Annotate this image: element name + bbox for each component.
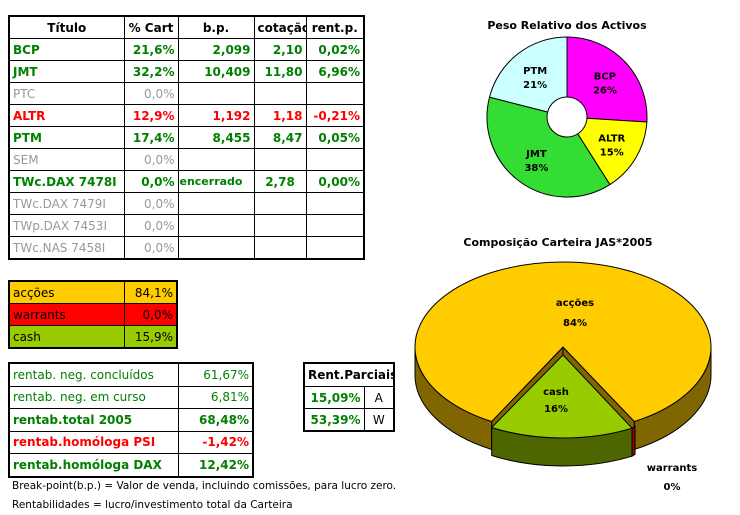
table-row: SEM 0,0% — [8, 148, 365, 171]
return-label: rentab. neg. concluídos — [8, 362, 179, 387]
partial-value: 15,09% — [303, 386, 365, 409]
table-row: TWp.DAX 7453I 0,0% — [8, 214, 365, 237]
allocation-label: acções — [8, 280, 125, 304]
header-row: Título % Cart b.p. cotação rent.p. — [8, 15, 365, 39]
holdings-table: Título % Cart b.p. cotação rent.p. BCP 21… — [8, 15, 365, 260]
pie2-slice-acoes — [414, 261, 712, 423]
pie1-slice-ptm — [488, 36, 568, 113]
note-breakpoint: Break-point(b.p.) = Valor de venda, incl… — [12, 480, 397, 492]
cell-cotacao: 11,80 — [253, 60, 307, 83]
pie2-label-acoes: acções — [556, 298, 594, 309]
note-returns: Rentabilidades = lucro/investimento tota… — [12, 499, 293, 511]
cell-cart: 0,0% — [123, 236, 179, 260]
cell-rent — [305, 214, 365, 237]
return-row: rentab. neg. em curso 6,81% — [8, 385, 254, 409]
table-row: BCP 21,6% 2,099 2,10 0,02% — [8, 38, 365, 61]
pie1-value: 15% — [600, 147, 624, 158]
returns-table: rentab. neg. concluídos 61,67% rentab. neg… — [8, 362, 254, 478]
allocation-value: 15,9% — [123, 325, 178, 349]
return-label: rentab.homóloga PSI — [8, 430, 179, 454]
col-cart: % Cart — [123, 15, 179, 39]
pie1-label: BCP — [594, 71, 616, 82]
pie2-label-cash: cash — [543, 387, 569, 398]
table-row: ALTR 12,9% 1,192 1,18 -0,21% — [8, 104, 365, 127]
pie2-value-acoes: 84% — [563, 318, 587, 329]
cell-cotacao: 8,47 — [253, 126, 307, 149]
allocation-label: warrants — [8, 303, 125, 326]
pie2-title: Composição Carteira JAS*2005 — [463, 236, 652, 249]
cell-titulo: TWc.DAX 7479I — [8, 192, 125, 215]
return-value: 12,42% — [177, 453, 254, 477]
col-rent: rent.p. — [305, 15, 365, 39]
cell-rent: -0,21% — [305, 104, 365, 127]
cell-titulo: TWp.DAX 7453I — [8, 214, 125, 237]
allocation-table: acções 84,1% warrants 0,0% cash 15,9% — [8, 280, 178, 349]
cell-rent: 0,02% — [305, 38, 365, 61]
pie1-value: 21% — [523, 80, 547, 91]
partial-value: 53,39% — [303, 408, 365, 432]
cell-titulo: TWc.DAX 7478I — [8, 170, 125, 193]
pie1-label: PTM — [523, 66, 547, 77]
cell-titulo: TWc.NAS 7458I — [8, 236, 125, 260]
allocation-value: 0,0% — [123, 303, 178, 326]
allocation-row: acções 84,1% — [8, 280, 178, 304]
pie2-value-cash: 16% — [544, 404, 568, 415]
pie2-slice-cash — [490, 354, 633, 439]
partial-row: 53,39% W — [303, 408, 395, 432]
pie1-value: 26% — [593, 85, 617, 96]
pie2-label-warrants: warrants — [647, 463, 697, 474]
pie1-label: ALTR — [598, 133, 625, 144]
return-value: 61,67% — [177, 362, 254, 387]
table-row: TWc.DAX 7478I 0,0% encerrado 2,78 0,00% — [8, 170, 365, 193]
allocation-value: 84,1% — [123, 280, 178, 304]
pie2-value-warrants: 0% — [664, 482, 681, 493]
pie1-slice-bcp — [566, 36, 648, 123]
cell-rent: 6,96% — [305, 60, 365, 83]
allocation-row: warrants 0,0% — [8, 303, 178, 326]
pie1-slice-jmt — [486, 96, 611, 198]
pie1-title: Peso Relativo dos Activos — [487, 19, 647, 32]
partial-returns-table: Rent.Parciais 15,09% A 53,39% W — [303, 362, 396, 432]
partial-key: W — [363, 408, 395, 432]
return-value: 6,81% — [177, 385, 254, 409]
partial-row: 15,09% A — [303, 386, 395, 409]
table-row: JMT 32,2% 10,409 11,80 6,96% — [8, 60, 365, 83]
pie2-slice-warrants — [631, 425, 636, 458]
return-label: rentab.homóloga DAX — [8, 453, 179, 477]
pie1-slice-altr — [577, 117, 648, 186]
pie1-value: 38% — [524, 163, 548, 174]
cell-titulo: JMT — [8, 60, 125, 83]
cell-cart: 0,0% — [123, 214, 179, 237]
return-row: rentab. neg. concluídos 61,67% — [8, 362, 254, 387]
cell-bp: 10,409 — [177, 60, 255, 83]
return-row: rentab.homóloga DAX 12,42% — [8, 453, 254, 477]
allocation-row: cash 15,9% — [8, 325, 178, 349]
return-row: rentab.total 2005 68,48% — [8, 408, 254, 432]
table-row: TWc.NAS 7458I 0,0% — [8, 236, 365, 260]
cell-bp: 1,192 — [177, 104, 255, 127]
allocation-label: cash — [8, 325, 125, 349]
cell-rent — [305, 236, 365, 260]
pie1-label: JMT — [525, 149, 547, 160]
table-row: TWc.DAX 7479I 0,0% — [8, 192, 365, 215]
partial-key: A — [363, 386, 395, 409]
cell-cart: 0,0% — [123, 170, 179, 193]
